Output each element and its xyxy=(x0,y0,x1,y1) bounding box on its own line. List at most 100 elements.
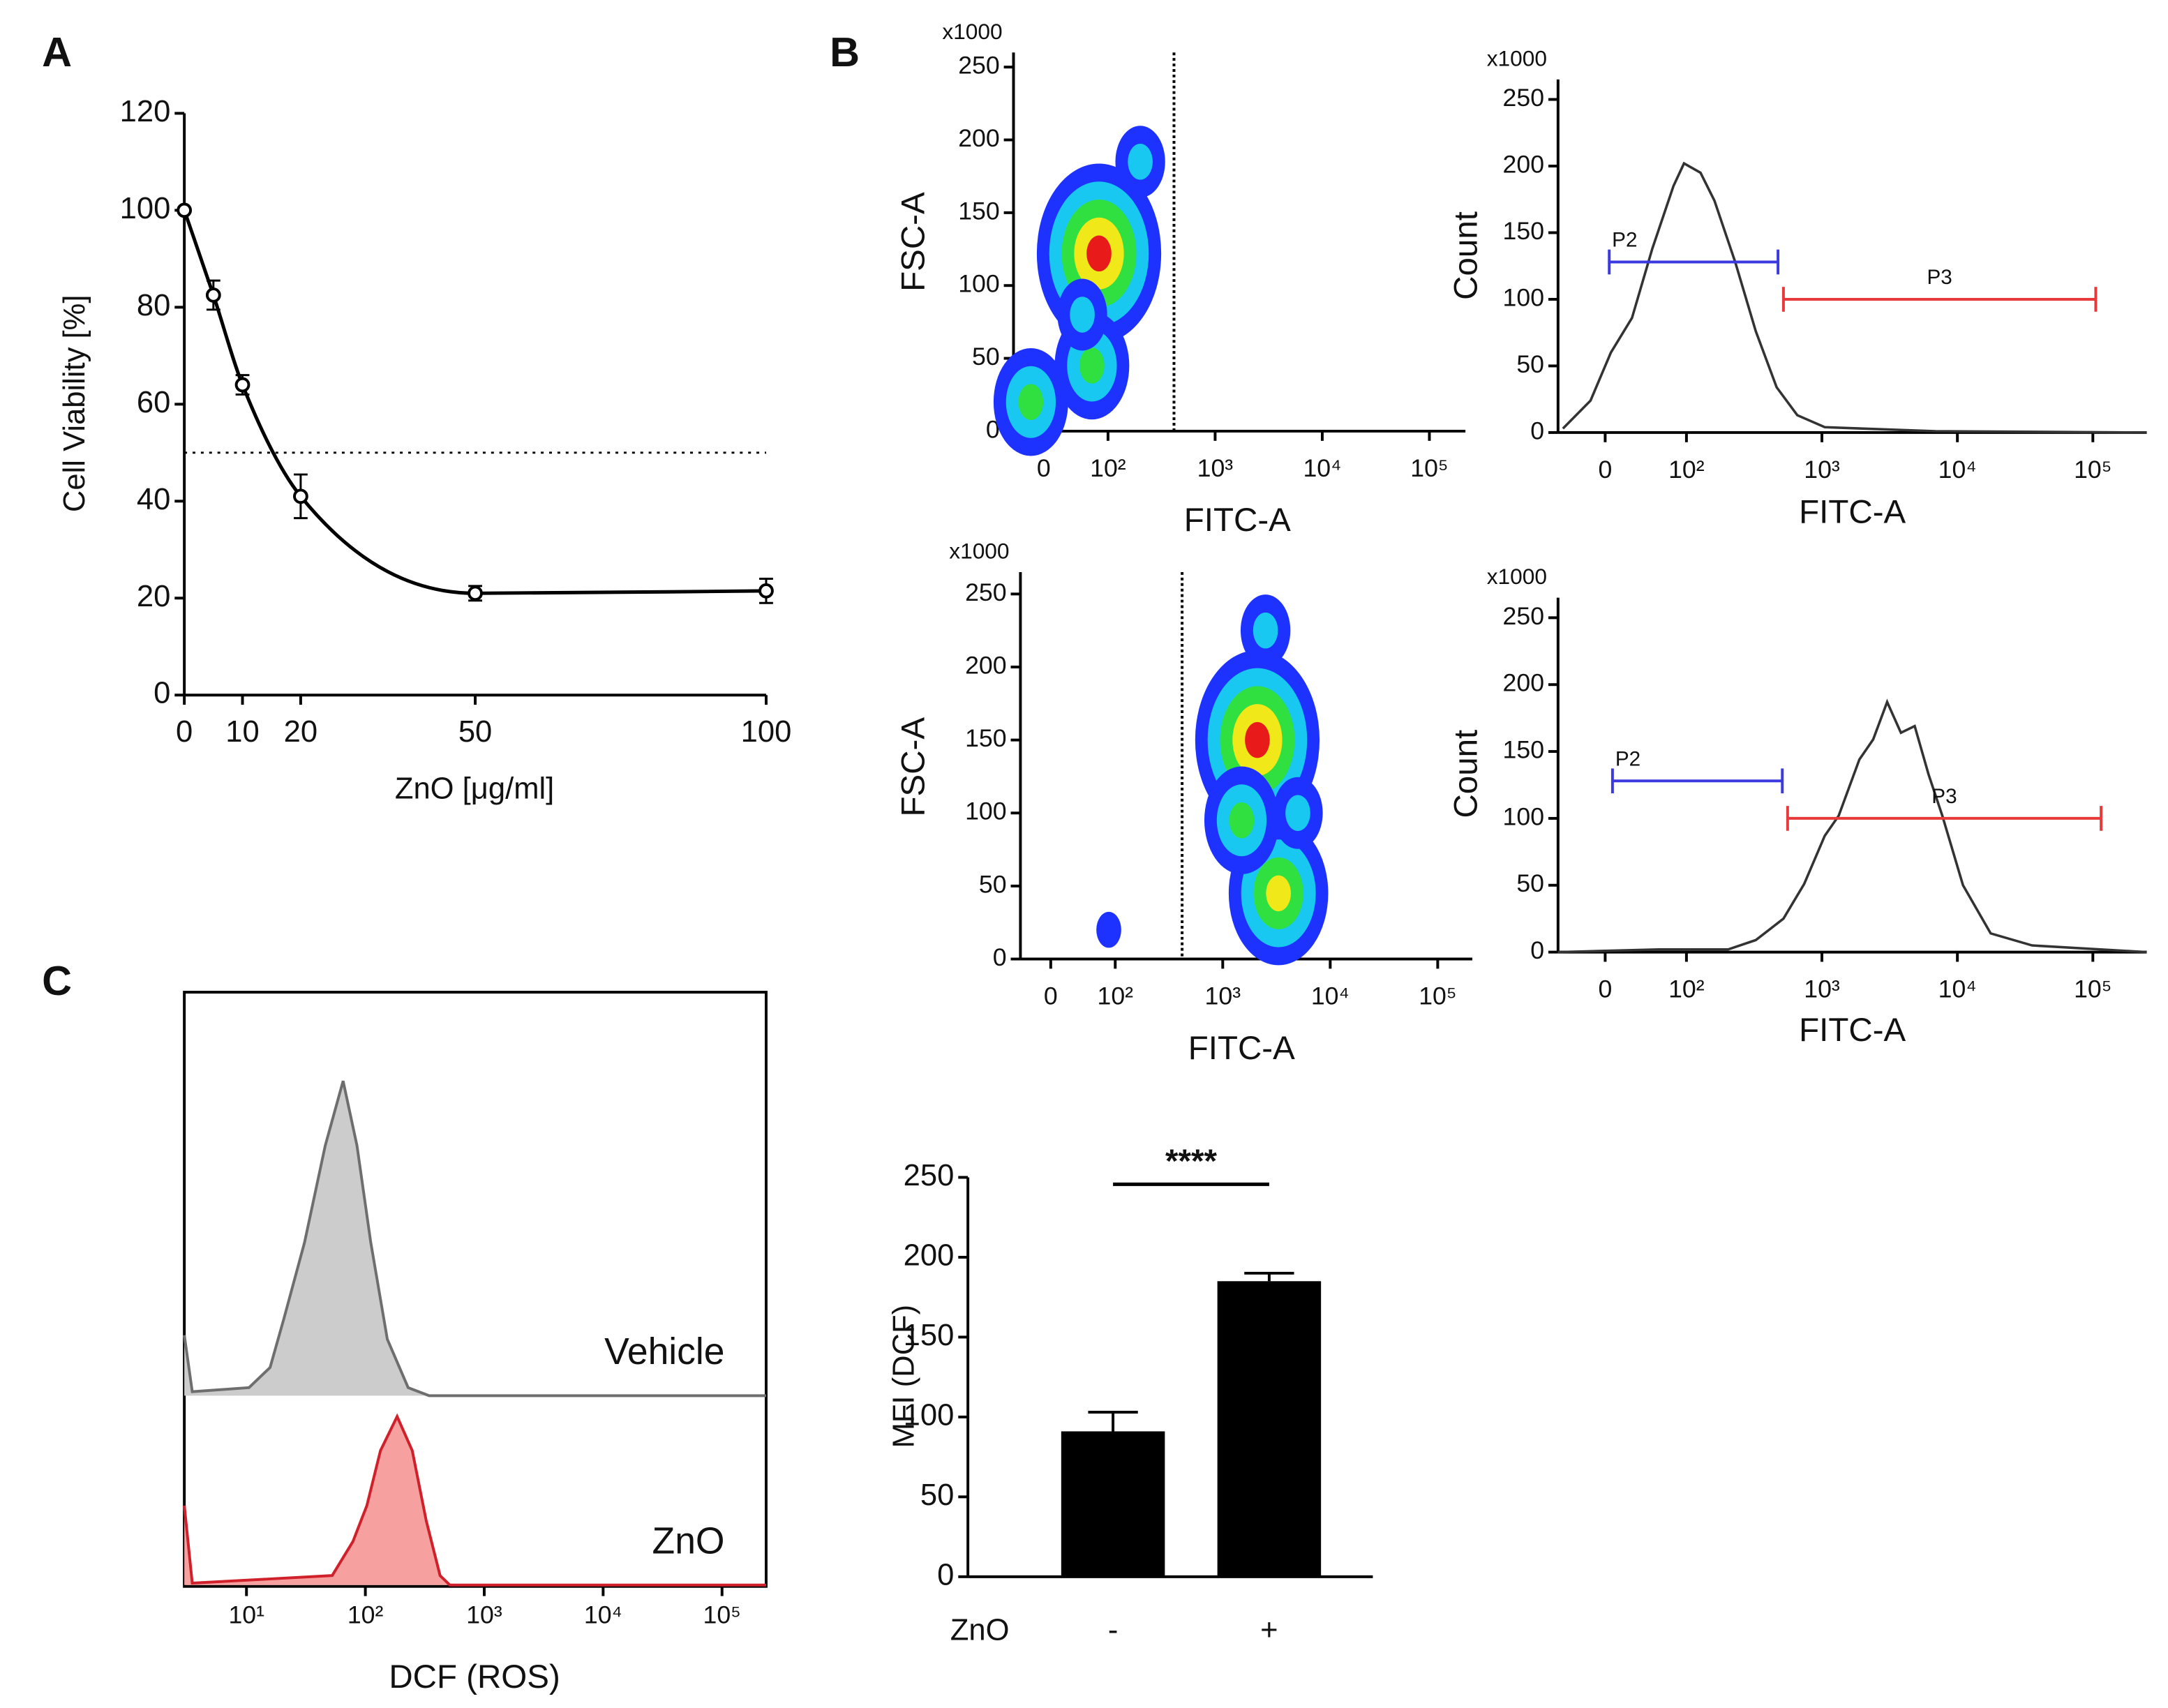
panel-label: C xyxy=(42,957,72,1004)
y-tick-label: 250 xyxy=(1503,602,1544,630)
x-tick-label: 10² xyxy=(1668,456,1705,484)
data-point xyxy=(177,202,193,218)
x-axis-label: DCF (ROS) xyxy=(389,1658,560,1695)
plot-frame xyxy=(183,991,768,1588)
x-tick-label: 10⁵ xyxy=(2074,975,2111,1003)
y-unit-label: x1000 xyxy=(1487,564,1547,589)
y-tick-label: 100 xyxy=(1503,802,1544,830)
y-tick-label: 200 xyxy=(904,1238,955,1272)
y-tick-label: 0 xyxy=(1530,417,1544,444)
density-region xyxy=(1285,795,1310,832)
y-tick-label: 200 xyxy=(1503,669,1544,697)
x-tick-label: 10⁴ xyxy=(1303,454,1341,482)
y-tick-label: 100 xyxy=(120,192,171,225)
x-tick-label: 0 xyxy=(176,715,193,749)
y-tick-label: 20 xyxy=(137,580,170,613)
y-tick-label: 150 xyxy=(965,724,1006,752)
x-tick-label: 10⁴ xyxy=(1311,982,1350,1010)
x-axis-label: ZnO xyxy=(950,1614,1010,1647)
y-unit-label: x1000 xyxy=(942,19,1002,44)
panel-label: A xyxy=(42,29,72,75)
y-tick-label: 80 xyxy=(137,289,170,322)
y-tick-label: 50 xyxy=(920,1478,954,1512)
x-tick-label: 20 xyxy=(284,715,317,749)
data-line xyxy=(1557,698,2147,954)
density-region xyxy=(1128,144,1153,180)
y-tick-label: 0 xyxy=(1530,936,1544,964)
data-point xyxy=(293,488,308,504)
y-tick-label: 50 xyxy=(1516,350,1544,378)
density-region xyxy=(1096,911,1121,948)
y-tick-label: 0 xyxy=(154,677,170,710)
y-tick-label: 250 xyxy=(1503,84,1544,112)
y-axis-label: MFI (DCF) xyxy=(888,1305,921,1448)
density-region xyxy=(1253,612,1278,649)
x-axis-label: ZnO [μg/ml] xyxy=(395,772,554,805)
y-tick-label: 120 xyxy=(120,95,171,128)
y-tick-label: 100 xyxy=(965,797,1006,825)
y-tick-label: 150 xyxy=(1503,735,1544,763)
gate-label: P3 xyxy=(1927,266,1952,289)
data-line xyxy=(1562,161,2147,434)
y-tick-label: 0 xyxy=(986,415,1000,443)
y-tick-label: 100 xyxy=(904,1398,955,1432)
bar xyxy=(1061,1431,1165,1577)
series-label: Vehicle xyxy=(604,1331,724,1372)
y-tick-label: 50 xyxy=(979,870,1007,898)
x-tick-label: 10³ xyxy=(466,1601,502,1629)
x-tick-label: 100 xyxy=(741,715,792,749)
data-point xyxy=(758,583,774,599)
y-tick-label: 200 xyxy=(958,124,999,152)
y-unit-label: x1000 xyxy=(949,539,1009,564)
significance-label: **** xyxy=(1165,1143,1217,1180)
x-tick-label: 10² xyxy=(1098,982,1134,1010)
x-tick-label: 10⁵ xyxy=(2074,456,2111,484)
x-tick-label: + xyxy=(1260,1614,1278,1647)
y-tick-label: 0 xyxy=(993,943,1007,971)
y-tick-label: 150 xyxy=(1503,217,1544,245)
x-tick-label: 10⁴ xyxy=(1938,975,1977,1003)
y-unit-label: x1000 xyxy=(1487,46,1547,71)
data-point xyxy=(205,287,221,303)
density-region xyxy=(1245,721,1270,758)
density-region xyxy=(1266,875,1292,912)
density-region xyxy=(1018,384,1044,420)
panel-label: B xyxy=(830,29,860,75)
x-tick-label: 0 xyxy=(1598,975,1612,1003)
data-point xyxy=(234,377,251,393)
y-tick-label: 150 xyxy=(904,1319,955,1352)
gate-label: P2 xyxy=(1615,747,1640,770)
density-region xyxy=(1086,235,1112,272)
x-tick-label: 10⁵ xyxy=(1410,454,1448,482)
x-tick-label: 0 xyxy=(1044,982,1058,1010)
density-region xyxy=(1070,297,1095,333)
x-tick-label: 10⁴ xyxy=(1938,456,1977,484)
data-point xyxy=(468,585,483,601)
x-axis-label: FITC-A xyxy=(1184,502,1291,539)
x-tick-label: 10² xyxy=(347,1601,384,1629)
x-tick-label: 10 xyxy=(225,715,259,749)
y-axis-label: FSC-A xyxy=(895,192,932,292)
y-tick-label: 250 xyxy=(958,52,999,80)
x-tick-label: 0 xyxy=(1598,456,1612,484)
gate-label: P2 xyxy=(1612,229,1637,252)
y-tick-label: 0 xyxy=(937,1558,954,1591)
x-axis-label: FITC-A xyxy=(1799,1012,1906,1049)
gate-label: P3 xyxy=(1931,785,1957,808)
area-line xyxy=(183,1413,766,1587)
y-axis-label: Count xyxy=(1448,211,1485,300)
y-tick-label: 60 xyxy=(137,386,170,419)
x-tick-label: 50 xyxy=(458,715,492,749)
x-tick-label: 10³ xyxy=(1804,975,1840,1003)
y-tick-label: 250 xyxy=(965,578,1006,606)
y-tick-label: 50 xyxy=(1516,869,1544,897)
x-tick-label: 10² xyxy=(1090,454,1126,482)
x-tick-label: - xyxy=(1108,1614,1119,1647)
series-label: ZnO xyxy=(652,1520,725,1561)
data-line xyxy=(182,209,766,595)
area-fill xyxy=(184,1081,766,1396)
y-tick-label: 50 xyxy=(972,343,1000,370)
y-tick-label: 200 xyxy=(965,651,1006,679)
